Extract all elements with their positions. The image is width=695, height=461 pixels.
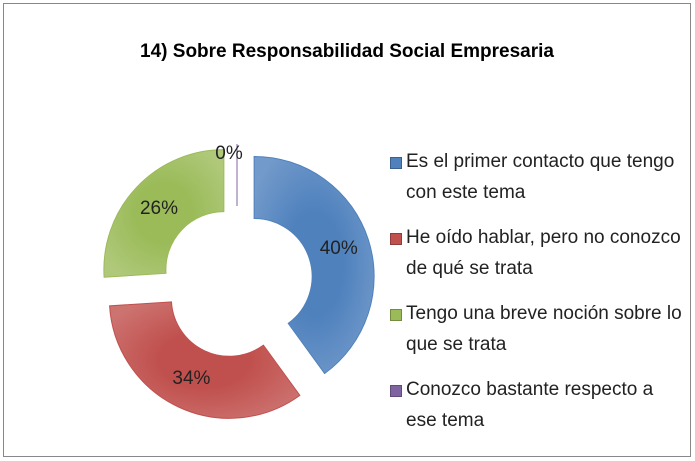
legend-item: Tengo una breve noción sobre lo que se t…: [390, 298, 685, 360]
legend: Es el primer contacto que tengo con este…: [390, 146, 685, 450]
legend-label: He oído hablar, pero no conozco de qué s…: [406, 227, 681, 279]
chart-title: 14) Sobre Responsabilidad Social Empresa…: [140, 41, 554, 62]
legend-label: Es el primer contacto que tengo con este…: [406, 151, 675, 203]
legend-label: Tengo una breve noción sobre lo que se t…: [406, 303, 682, 355]
data-label: 26%: [140, 198, 178, 219]
legend-item: Es el primer contacto que tengo con este…: [390, 146, 685, 208]
legend-swatch: [390, 309, 402, 321]
data-label: 40%: [320, 238, 358, 259]
doughnut-segment: [103, 149, 225, 278]
legend-swatch: [390, 385, 402, 397]
doughnut-segment: [109, 301, 301, 419]
legend-label: Conozco bastante respecto a ese tema: [406, 379, 654, 431]
data-label: 0%: [215, 143, 243, 164]
legend-item: He oído hablar, pero no conozco de qué s…: [390, 222, 685, 284]
legend-item: Conozco bastante respecto a ese tema: [390, 374, 685, 436]
legend-swatch: [390, 233, 402, 245]
legend-swatch: [390, 157, 402, 169]
doughnut-segment: [253, 155, 375, 375]
data-label: 34%: [172, 368, 210, 389]
